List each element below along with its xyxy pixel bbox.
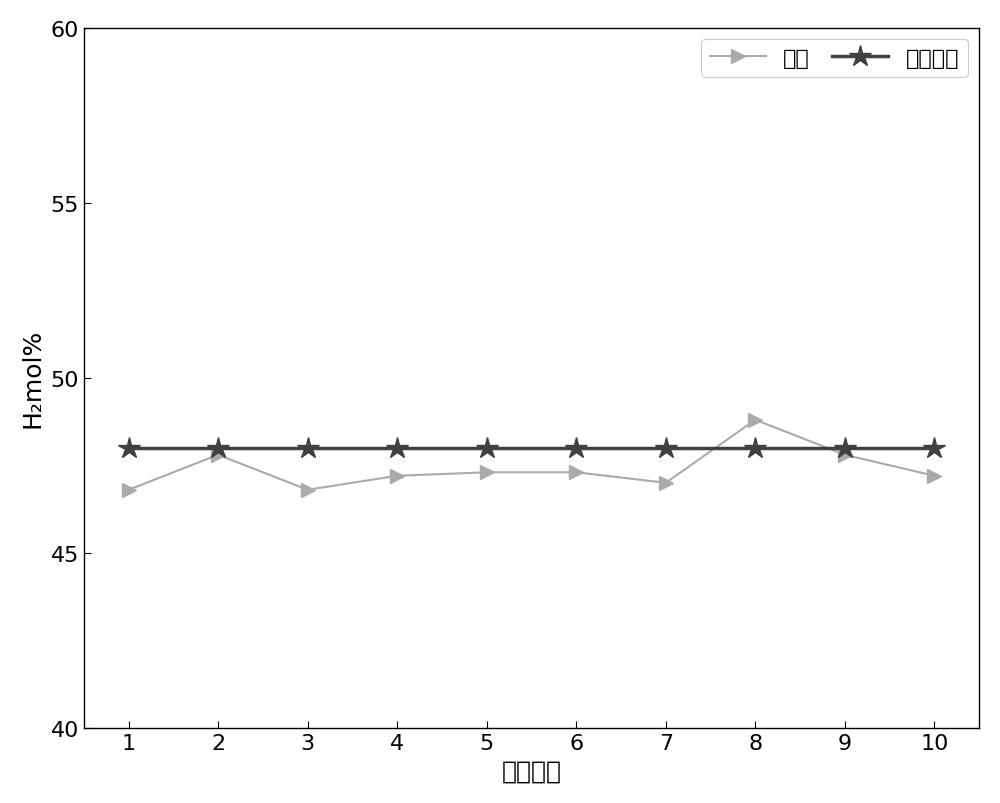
- X-axis label: 实验次数: 实验次数: [501, 758, 561, 782]
- 模拟系统: [212, 443, 224, 453]
- 实验: [928, 471, 940, 481]
- 实验: [481, 468, 493, 478]
- Y-axis label: H₂mol%: H₂mol%: [21, 328, 45, 428]
- 实验: [391, 471, 403, 481]
- 模拟系统: [481, 443, 493, 453]
- Line: 模拟系统: 模拟系统: [117, 437, 946, 459]
- 模拟系统: [123, 443, 135, 453]
- 模拟系统: [928, 443, 940, 453]
- 模拟系统: [839, 443, 851, 453]
- 实验: [570, 468, 582, 478]
- 实验: [839, 450, 851, 460]
- 模拟系统: [570, 443, 582, 453]
- Legend: 实验, 模拟系统: 实验, 模拟系统: [701, 40, 968, 78]
- 实验: [123, 485, 135, 495]
- 实验: [660, 479, 672, 488]
- Line: 实验: 实验: [122, 414, 941, 497]
- 实验: [749, 415, 761, 425]
- 实验: [302, 485, 314, 495]
- 模拟系统: [302, 443, 314, 453]
- 模拟系统: [391, 443, 403, 453]
- 模拟系统: [660, 443, 672, 453]
- 模拟系统: [749, 443, 761, 453]
- 实验: [212, 450, 224, 460]
